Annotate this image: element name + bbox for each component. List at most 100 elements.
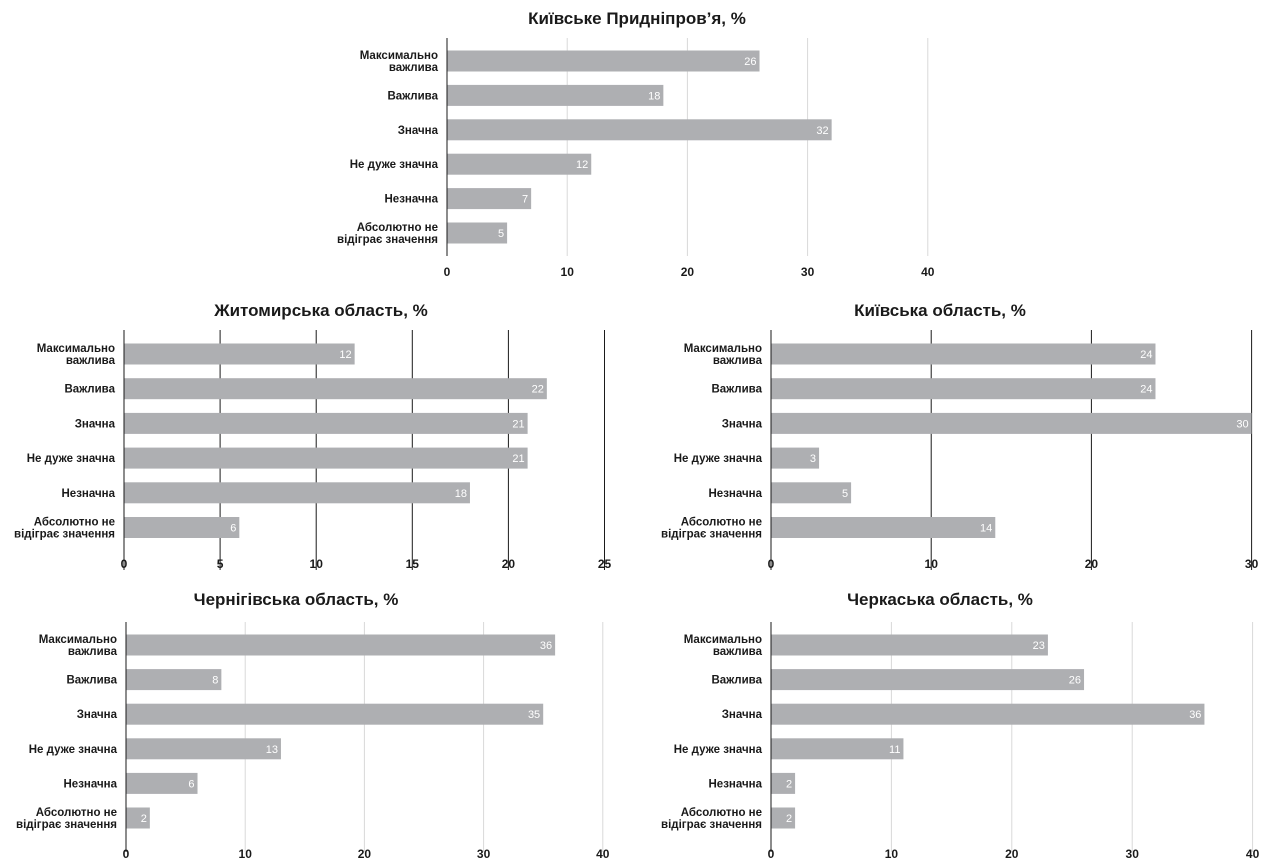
tick-label: 10 (885, 847, 899, 861)
data-label: 21 (512, 453, 524, 465)
data-label: 26 (744, 56, 756, 68)
bar (447, 222, 508, 244)
category-label: Не дуже значна (674, 453, 763, 465)
data-label: 2 (786, 778, 792, 790)
bar (447, 84, 664, 106)
data-label: 21 (512, 418, 524, 430)
category-label: Не дуже значна (29, 744, 118, 756)
chart-cherkaska-oblast: Черкаська область, % 23 Максимально важлива… (636, 582, 1273, 863)
chart-chernihivska-oblast: Чернігівська область, % 36 Максимально важл… (0, 582, 636, 863)
data-label: 5 (498, 228, 504, 240)
chart-title: Чернігівська область, % (194, 590, 399, 609)
bar (771, 343, 1156, 365)
data-label: 18 (455, 488, 467, 500)
bar (126, 669, 222, 691)
bar (124, 517, 240, 538)
category-label: Незначна (709, 488, 763, 500)
data-label: 22 (532, 384, 544, 396)
tick-label: 40 (921, 265, 935, 279)
bar (771, 378, 1156, 400)
bar (126, 634, 556, 656)
bar (771, 634, 1048, 656)
data-label: 2 (786, 813, 792, 825)
bar (124, 343, 355, 365)
category-label: Значна (75, 418, 116, 430)
tick-label: 20 (1085, 557, 1099, 571)
chart-kyivska-oblast: Київська область, % 24 Максимально важлива 2… (636, 292, 1273, 582)
data-label: 8 (212, 675, 218, 687)
bar (771, 807, 796, 829)
data-label: 18 (648, 90, 660, 102)
data-label: 6 (188, 778, 194, 790)
bar (771, 447, 820, 469)
chart-svg: Черкаська область, % 23 Максимально важлива… (661, 590, 1260, 861)
category-label: Максимально важлива (684, 343, 763, 367)
category-label: Не дуже значна (350, 159, 439, 171)
category-label: Абсолютно не відіграє значення (661, 807, 762, 831)
category-label: Максимально важлива (39, 634, 118, 658)
tick-label: 40 (596, 847, 610, 861)
chart-title: Київська область, % (854, 301, 1026, 320)
category-label: Максимально важлива (37, 343, 116, 367)
category-label: Незначна (385, 194, 439, 206)
category-label: Максимально важлива (684, 634, 763, 658)
chart-kyivske-prydniprovia: Київське Придніпров’я, % 26 Максимально важ… (0, 0, 1273, 290)
tick-label: 20 (502, 557, 516, 571)
bar (771, 482, 852, 504)
tick-label: 0 (768, 557, 775, 571)
chart-svg: Київське Придніпров’я, % 26 Максимально важ… (337, 9, 935, 279)
chart-title: Київське Придніпров’я, % (528, 9, 746, 28)
tick-label: 10 (561, 265, 575, 279)
category-label: Абсолютно не відіграє значення (661, 517, 762, 541)
category-label: Важлива (387, 90, 438, 102)
chart-zhytomyrska-oblast: Житомирська область, % 12 Максимально важли… (0, 292, 636, 582)
category-label: Значна (398, 125, 439, 137)
category-label: Важлива (64, 384, 115, 396)
tick-label: 25 (598, 557, 612, 571)
category-label: Значна (722, 709, 763, 721)
data-label: 36 (540, 640, 552, 652)
tick-label: 0 (768, 847, 775, 861)
bar (771, 772, 796, 794)
data-label: 2 (141, 813, 147, 825)
tick-label: 0 (123, 847, 130, 861)
data-label: 5 (842, 488, 848, 500)
data-label: 24 (1140, 349, 1152, 361)
tick-label: 10 (239, 847, 253, 861)
bar (771, 669, 1085, 691)
bar (126, 772, 198, 794)
bar (771, 412, 1252, 434)
tick-label: 20 (1005, 847, 1019, 861)
data-label: 24 (1140, 384, 1152, 396)
tick-label: 40 (1246, 847, 1260, 861)
bar (126, 738, 281, 760)
data-label: 11 (889, 744, 900, 756)
tick-label: 15 (406, 557, 420, 571)
category-label: Абсолютно не відіграє значення (14, 517, 115, 541)
data-label: 32 (816, 125, 828, 137)
bar (447, 50, 760, 72)
category-label: Незначна (64, 778, 118, 790)
category-label: Незначна (62, 488, 116, 500)
bar (124, 378, 547, 400)
bar (126, 703, 544, 725)
tick-label: 5 (217, 557, 224, 571)
chart-svg: Житомирська область, % 12 Максимально важли… (14, 301, 612, 571)
category-label: Не дуже значна (674, 744, 763, 756)
bar (771, 703, 1205, 725)
category-label: Значна (722, 418, 763, 430)
bar (124, 482, 470, 504)
tick-label: 30 (477, 847, 491, 861)
category-label: Значна (77, 709, 118, 721)
bar (447, 188, 532, 210)
tick-label: 30 (801, 265, 815, 279)
category-label: Важлива (66, 675, 117, 687)
data-label: 36 (1189, 709, 1201, 721)
category-label: Важлива (711, 384, 762, 396)
bar (771, 517, 996, 538)
tick-label: 10 (925, 557, 939, 571)
tick-label: 20 (358, 847, 372, 861)
chart-svg: Чернігівська область, % 36 Максимально важл… (16, 590, 610, 861)
tick-label: 0 (444, 265, 451, 279)
